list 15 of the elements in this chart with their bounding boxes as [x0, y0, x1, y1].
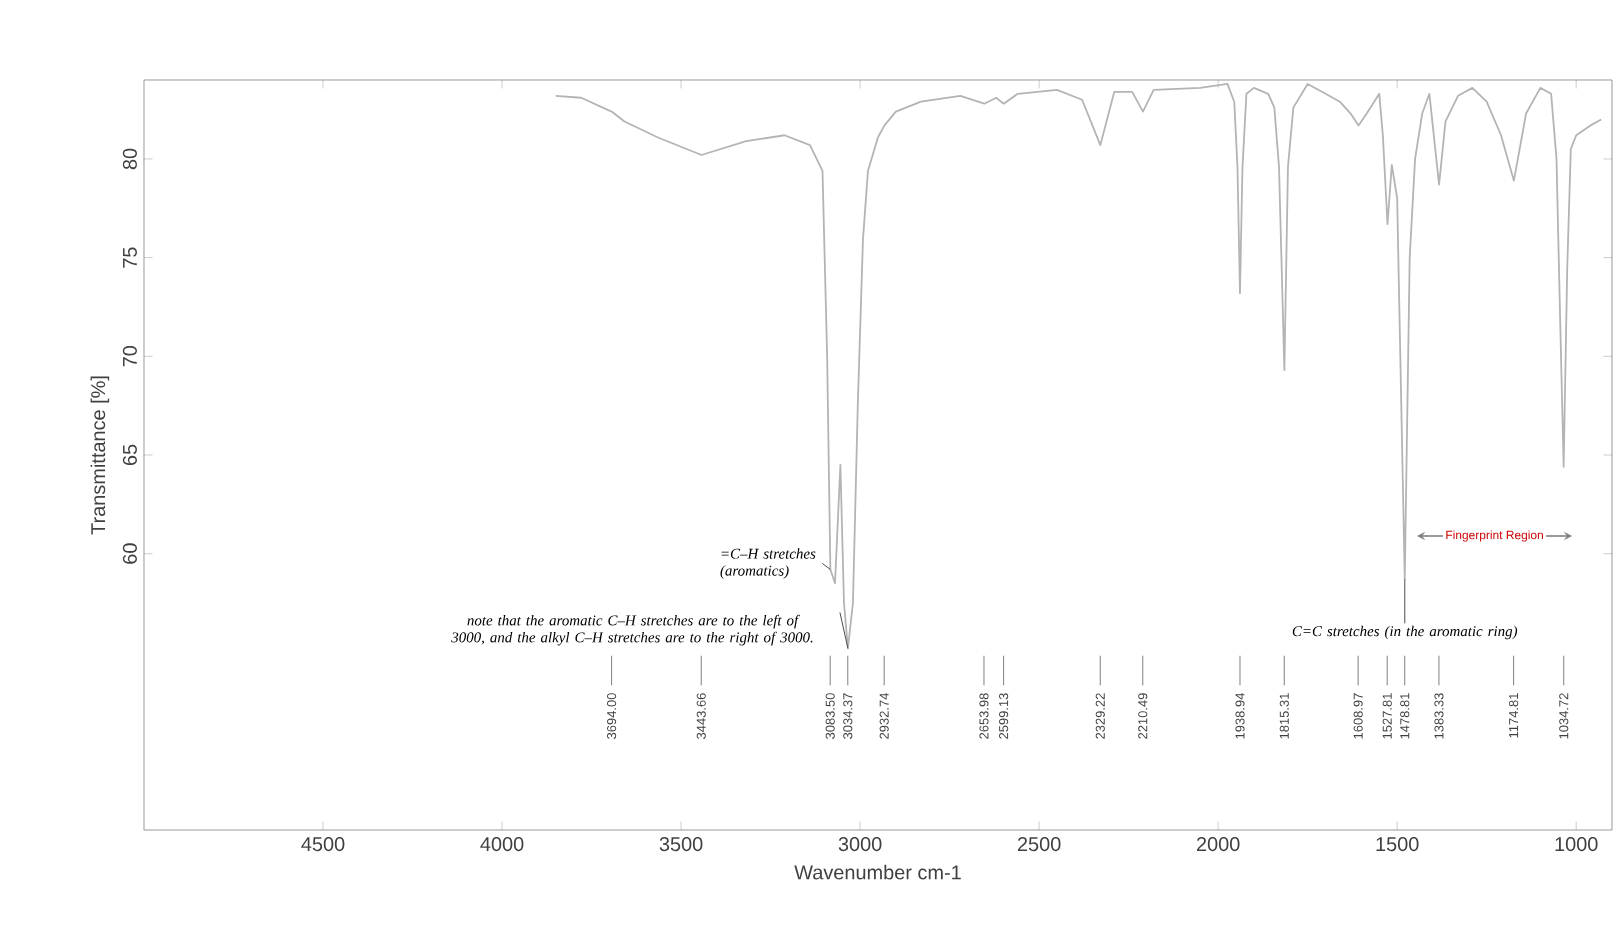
y-tick-label: 65: [122, 444, 137, 466]
y-tick-label: 80: [122, 148, 137, 170]
x-tick-label: 3500: [659, 837, 703, 852]
y-tick-label: 60: [122, 543, 137, 564]
x-tick-label: 1000: [1555, 837, 1598, 852]
x-tick-label: 3000: [838, 837, 882, 852]
y-tick-label: 75: [123, 247, 137, 268]
x-tick-label: 4500: [301, 837, 345, 852]
y-tick-label: 70: [122, 346, 137, 367]
x-tick-label: 2000: [1196, 837, 1240, 852]
y-axis-title: Transmittance [%]: [90, 376, 110, 535]
x-tick-label: 1500: [1376, 837, 1419, 852]
x-tick-label: 4000: [480, 837, 524, 852]
x-axis-title: Wavenumber cm-1: [794, 864, 961, 880]
x-tick-label: 2500: [1017, 837, 1061, 852]
